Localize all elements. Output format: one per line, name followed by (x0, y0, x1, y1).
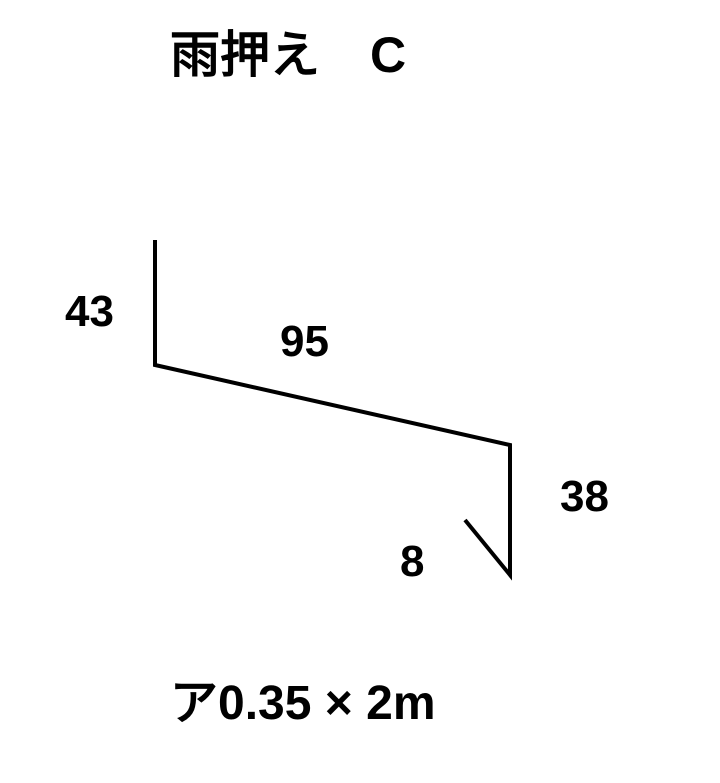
spec-line: ア0.35 × 2m (170, 680, 436, 728)
diagram-title: 雨押え C (170, 30, 406, 80)
dim-top-run: 95 (280, 320, 329, 364)
dim-left-vertical: 43 (65, 290, 114, 334)
profile-diagram (0, 0, 720, 783)
dim-right-vertical: 38 (560, 475, 609, 519)
profile-polyline (155, 240, 510, 575)
dim-bottom-return: 8 (400, 540, 424, 584)
